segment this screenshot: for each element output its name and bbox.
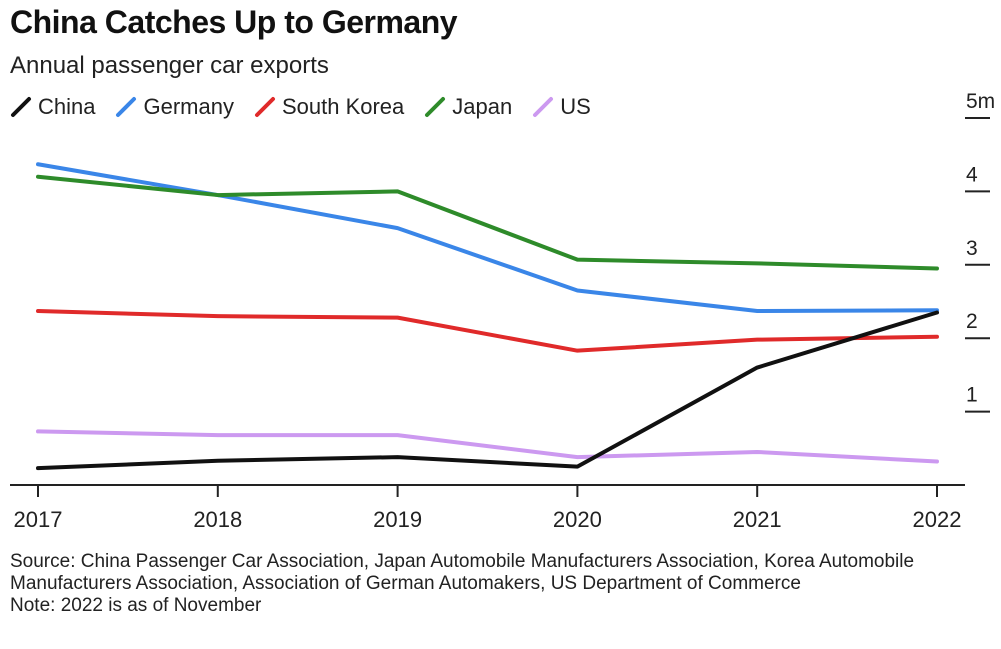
legend-swatch	[254, 97, 275, 117]
series-line-china	[36, 310, 939, 471]
legend-item-japan: Japan	[424, 94, 512, 120]
legend-item-germany: Germany	[115, 94, 234, 120]
legend-swatch	[425, 97, 446, 117]
x-tick-label: 2019	[373, 507, 422, 532]
series-line-south-korea	[36, 309, 939, 353]
legend-label: Germany	[143, 94, 234, 119]
chart-source: Source: China Passenger Car Association,…	[10, 551, 990, 617]
legend-item-us: US	[532, 94, 591, 120]
legend-item-china: China	[10, 94, 95, 120]
legend-swatch	[533, 97, 554, 117]
y-tick-label: 2	[966, 310, 978, 333]
legend-item-south-korea: South Korea	[254, 94, 404, 120]
x-tick-label: 2018	[193, 507, 242, 532]
x-tick-label: 2022	[913, 507, 962, 532]
x-tick-label: 2017	[14, 507, 63, 532]
legend-swatch	[11, 97, 31, 117]
y-tick-label: 5m	[966, 90, 995, 113]
y-tick-label: 1	[966, 384, 978, 407]
legend-swatch	[116, 97, 137, 117]
series-line-us	[36, 429, 939, 464]
legend-label: China	[38, 94, 96, 119]
chart-legend: China Germany South Korea Japan US	[10, 94, 611, 120]
y-tick-label: 4	[966, 163, 978, 186]
legend-label: South Korea	[281, 94, 405, 119]
x-tick-label: 2021	[733, 507, 782, 532]
legend-label: US	[560, 94, 591, 119]
y-tick-label: 3	[966, 237, 978, 260]
source-text: Source: China Passenger Car Association,…	[10, 551, 915, 594]
note-text: Note: 2022 is as of November	[10, 595, 262, 616]
chart-subtitle: Annual passenger car exports	[10, 52, 329, 79]
legend-label: Japan	[452, 94, 513, 119]
chart-title: China Catches Up to Germany	[10, 4, 458, 40]
x-tick-label: 2020	[553, 507, 602, 532]
series-line-japan	[36, 174, 939, 271]
series-line-germany	[36, 162, 939, 314]
